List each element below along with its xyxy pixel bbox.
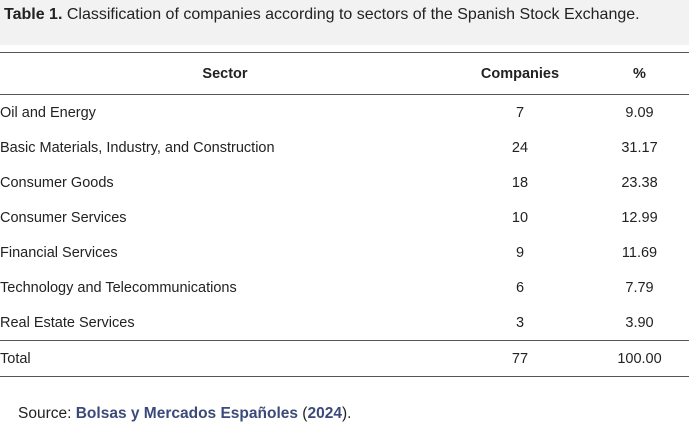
table-row: Consumer Goods 18 23.38 [0, 165, 689, 200]
source-reference-link[interactable]: Bolsas y Mercados Españoles [75, 405, 298, 422]
sector-cell: Basic Materials, Industry, and Construct… [0, 139, 275, 156]
source-year-link[interactable]: 2024 [307, 405, 342, 422]
table-row: Technology and Telecommunications 6 7.79 [0, 270, 689, 305]
companies-cell: 6 [515, 279, 525, 296]
sector-cell: Oil and Energy [0, 104, 96, 121]
caption-text: Classification of companies according to… [66, 6, 640, 23]
header-sector: Sector [0, 52, 450, 95]
sector-cell: Financial Services [0, 244, 118, 261]
total-label: Total [0, 340, 450, 377]
header-companies: Companies [450, 52, 590, 95]
table-row: Financial Services 9 11.69 [0, 235, 689, 270]
total-percent: 100.00 [590, 340, 689, 377]
percent-cell: 9.09 [625, 104, 654, 121]
percent-cell: 23.38 [621, 174, 658, 191]
companies-cell: 10 [511, 209, 529, 226]
table-row: Real Estate Services 3 3.90 [0, 305, 689, 341]
total-companies: 77 [450, 340, 590, 377]
sector-table: Sector Companies % Oil and Energy 7 9.09… [0, 52, 689, 377]
companies-cell: 9 [515, 244, 525, 261]
source-year-close: ). [341, 405, 352, 422]
table-row: Oil and Energy 7 9.09 [0, 95, 689, 131]
sector-cell: Consumer Goods [0, 174, 114, 191]
source-note: Source: Bolsas y Mercados Españoles (202… [18, 404, 351, 424]
total-row: Total 77 100.00 [0, 340, 689, 377]
table-header-row: Sector Companies % [0, 52, 689, 95]
table-row: Basic Materials, Industry, and Construct… [0, 130, 689, 165]
table-caption: Table 1. Classification of companies acc… [4, 5, 640, 25]
percent-cell: 31.17 [621, 139, 658, 156]
sector-cell: Technology and Telecommunications [0, 279, 237, 296]
companies-cell: 18 [511, 174, 529, 191]
percent-cell: 3.90 [625, 314, 654, 331]
percent-cell: 7.79 [625, 279, 654, 296]
companies-cell: 24 [511, 139, 529, 156]
caption-band [0, 0, 689, 45]
header-percent: % [590, 52, 689, 95]
source-prefix: Source: [18, 405, 76, 422]
companies-cell: 3 [515, 314, 525, 331]
sector-cell: Consumer Services [0, 209, 127, 226]
companies-cell: 7 [515, 104, 525, 121]
percent-cell: 12.99 [621, 209, 658, 226]
table-row: Consumer Services 10 12.99 [0, 200, 689, 235]
percent-cell: 11.69 [621, 244, 658, 261]
source-year-open: ( [298, 405, 308, 422]
sector-cell: Real Estate Services [0, 314, 135, 331]
caption-label: Table 1. [4, 6, 63, 23]
